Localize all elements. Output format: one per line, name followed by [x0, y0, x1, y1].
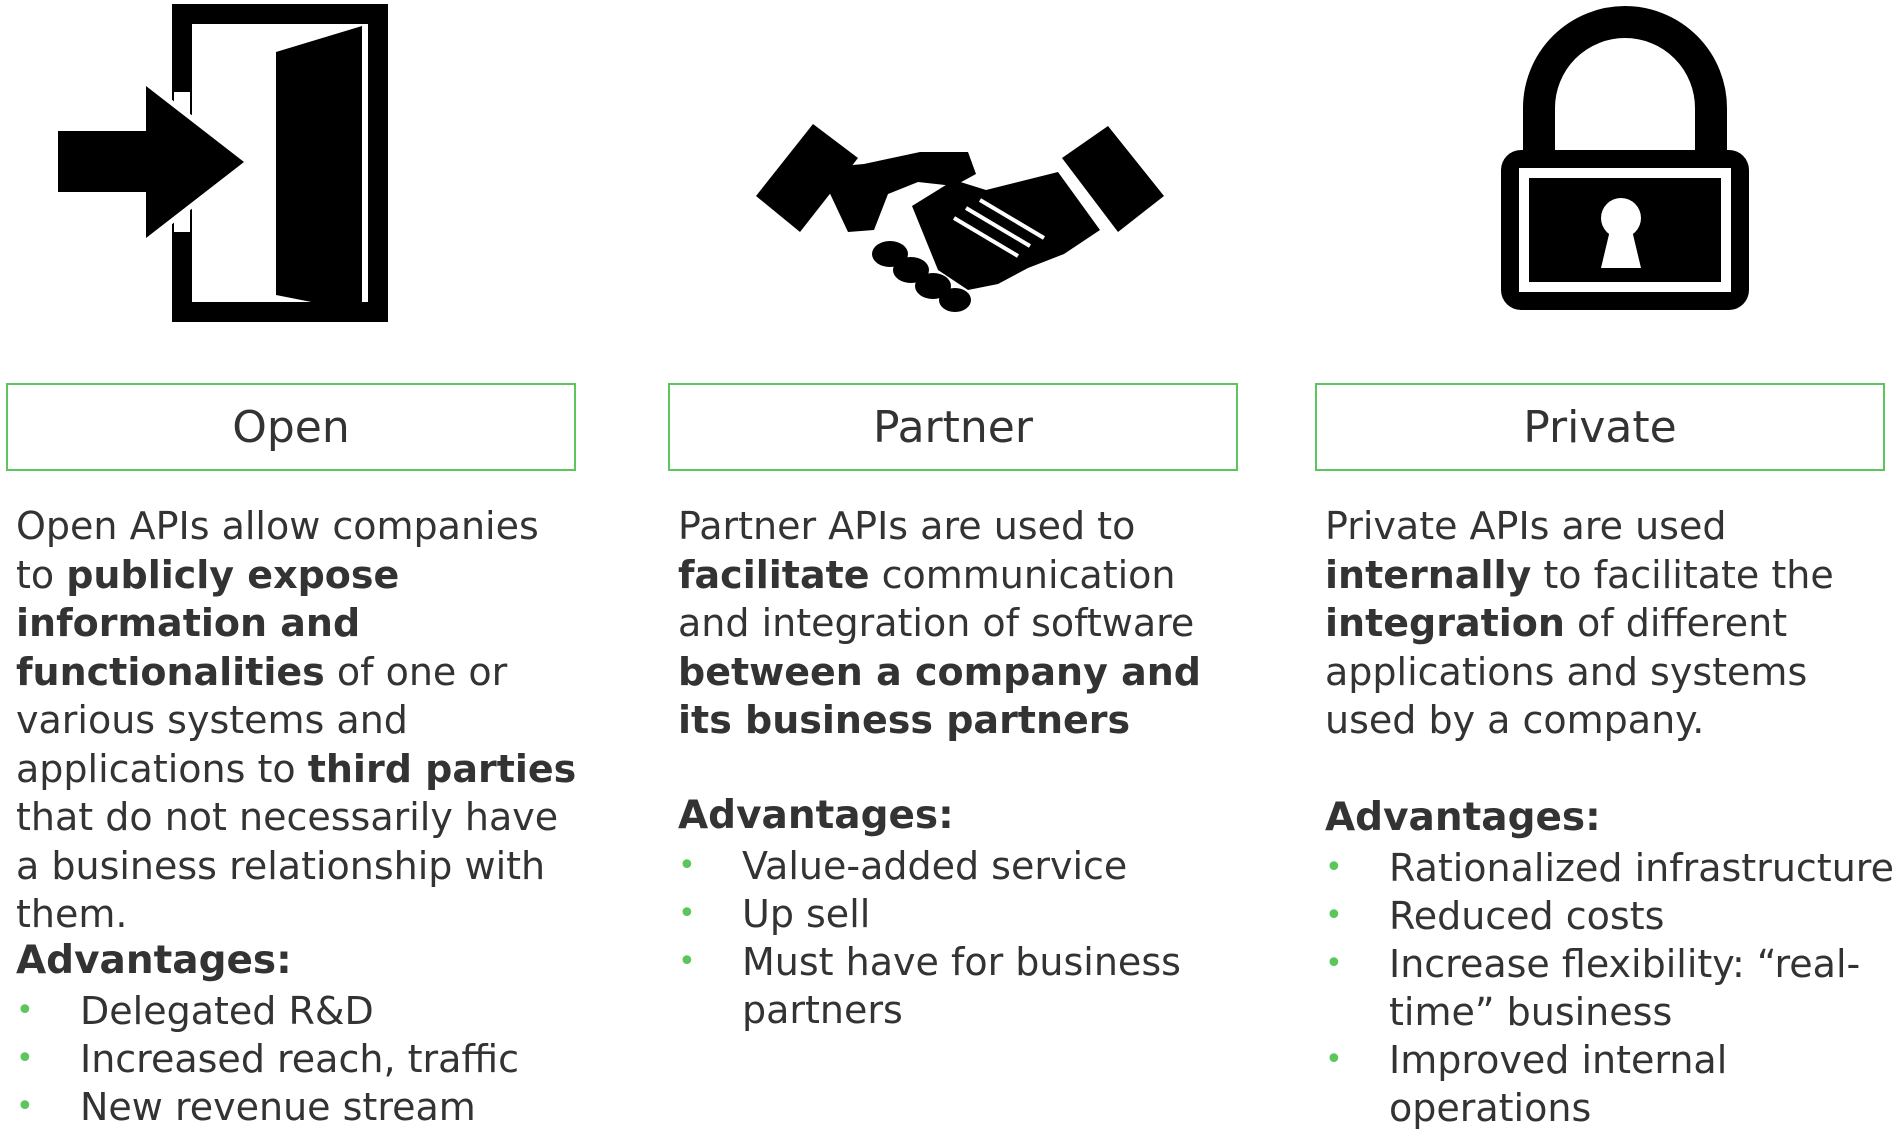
open-icon-area [6, 0, 580, 370]
description-text: Partner APIs are used to [678, 504, 1136, 548]
advantage-item: • Value-added service [678, 842, 1248, 890]
description-bold-text: between a company and its business partn… [678, 649, 1201, 743]
handshake-icon [756, 124, 1164, 312]
description-private: Private APIs are used internally to faci… [1325, 502, 1893, 745]
advantages-title-open: Advantages: [16, 938, 292, 983]
advantage-item: • Must have for business partners [678, 938, 1248, 1034]
advantage-item: • Delegated R&D [16, 987, 586, 1035]
advantage-item: • Improved internal operations [1325, 1036, 1893, 1132]
advantage-item: • Rationalized infrastructure [1325, 844, 1893, 892]
advantage-label: Increase flexibility: “real-time” busine… [1389, 942, 1861, 1034]
description-text: of one or various systems and applicatio… [16, 649, 508, 791]
bullet-icon: • [678, 896, 696, 931]
description-bold-text: third parties [307, 746, 577, 791]
description-partner: Partner APIs are used to facilitate comm… [678, 502, 1248, 745]
advantage-item: • New revenue stream [16, 1083, 586, 1131]
advantages-title-partner: Advantages: [678, 793, 954, 838]
description-text: to facilitate the [1531, 552, 1834, 597]
padlock-icon [1501, 6, 1749, 310]
column-open: Open Open APIs allow companies to public… [6, 0, 580, 1139]
advantage-label: Reduced costs [1389, 894, 1665, 938]
bullet-icon: • [16, 1041, 34, 1076]
advantages-list-partner: • Value-added service • Up sell • Must have f… [678, 842, 1248, 1034]
door-enter-icon [53, 4, 388, 322]
title-partner: Partner [668, 383, 1238, 471]
advantage-label: Increased reach, traffic [80, 1037, 520, 1081]
bullet-icon: • [678, 848, 696, 883]
advantage-label: Up sell [742, 892, 871, 936]
advantage-item: • Increased reach, traffic [16, 1035, 586, 1083]
description-open: Open APIs allow companies to publicly ex… [16, 502, 586, 939]
bullet-icon: • [1325, 946, 1343, 981]
advantages-list-private: • Rationalized infrastructure • Reduced cos… [1325, 844, 1893, 1132]
advantage-label: Delegated R&D [80, 989, 374, 1033]
description-text: Private APIs are used [1325, 504, 1727, 548]
advantage-item: • Up sell [678, 890, 1248, 938]
advantage-label: New revenue stream [80, 1085, 476, 1129]
description-bold-text: internally [1325, 552, 1532, 597]
title-open: Open [6, 383, 576, 471]
advantages-title-private: Advantages: [1325, 795, 1601, 840]
bullet-icon: • [1325, 1042, 1343, 1077]
advantage-label: Rationalized infrastructure [1389, 846, 1893, 890]
advantage-item: • Reduced costs [1325, 892, 1893, 940]
advantage-label: Improved internal operations [1389, 1038, 1728, 1130]
column-private: Private Private APIs are used internally… [1315, 0, 1893, 1139]
title-private: Private [1315, 383, 1885, 471]
partner-icon-area [668, 0, 1242, 370]
description-text: Open APIs allow companies to [16, 504, 539, 597]
description-text: of different applications and systems us… [1325, 601, 1808, 742]
description-text: that do not necessarily have a business … [16, 795, 559, 936]
description-bold-text: facilitate [678, 552, 870, 597]
advantage-label: Value-added service [742, 844, 1128, 888]
advantages-list-open: • Delegated R&D • Increased reach, traffic •… [16, 987, 586, 1131]
bullet-icon: • [16, 1089, 34, 1124]
private-icon-area [1315, 0, 1889, 370]
bullet-icon: • [678, 944, 696, 979]
column-partner: Partner Partner APIs are used to facilit… [668, 0, 1242, 1139]
description-text: communication and integration of softwar… [678, 552, 1195, 646]
bullet-icon: • [1325, 850, 1343, 885]
description-bold-text: publicly expose information and function… [16, 552, 400, 694]
advantage-item: • Increase flexibility: “real-time” busin… [1325, 940, 1893, 1036]
description-bold-text: integration [1325, 601, 1565, 645]
bullet-icon: • [16, 993, 34, 1028]
bullet-icon: • [1325, 898, 1343, 933]
advantage-label: Must have for business partners [742, 940, 1181, 1032]
